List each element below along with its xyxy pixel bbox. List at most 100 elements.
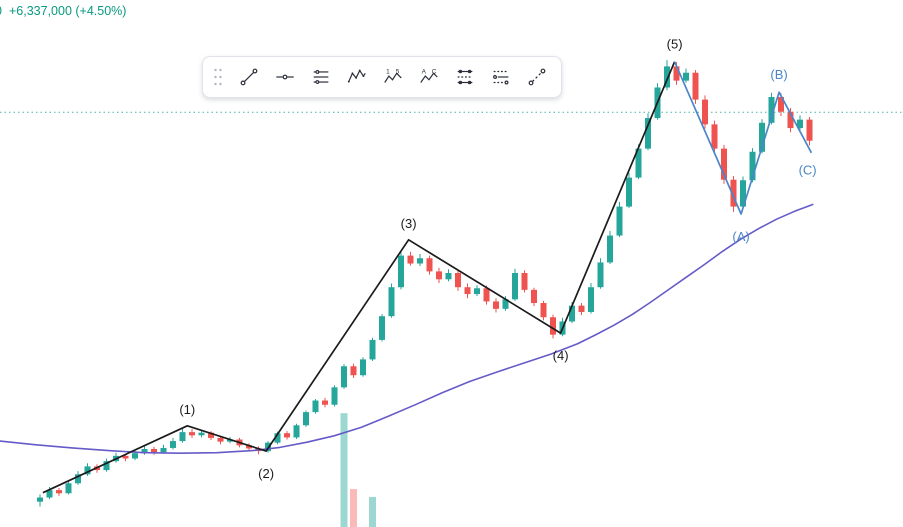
candle-body bbox=[331, 387, 338, 405]
candle-body bbox=[122, 455, 129, 459]
candle-body bbox=[398, 255, 404, 288]
candle-body bbox=[293, 425, 300, 438]
elliott-correction-label[interactable]: (C) bbox=[799, 163, 817, 178]
candle-body bbox=[407, 255, 414, 264]
dashed-trend-line-button[interactable] bbox=[519, 61, 555, 93]
horizontal-line-button[interactable] bbox=[267, 61, 303, 93]
svg-text:C: C bbox=[432, 68, 437, 75]
candle-body bbox=[635, 148, 642, 178]
candle-body bbox=[322, 400, 328, 405]
candle-body bbox=[721, 148, 727, 180]
candle-body bbox=[692, 72, 699, 100]
candle-body bbox=[170, 441, 176, 448]
candle-body bbox=[141, 449, 148, 454]
elliott-impulse-label[interactable]: (4) bbox=[553, 348, 569, 363]
candle-body bbox=[740, 180, 746, 207]
candle-body bbox=[208, 432, 214, 438]
price-change-text: +6,337,000 (+4.50%) bbox=[9, 4, 127, 18]
volume-bar bbox=[340, 413, 348, 527]
candle-body bbox=[493, 301, 499, 309]
candle-body bbox=[379, 316, 385, 340]
candle-body bbox=[531, 289, 537, 304]
candle-body bbox=[502, 299, 509, 309]
candle-body bbox=[464, 287, 471, 295]
candle-body bbox=[151, 449, 157, 453]
candle-body bbox=[426, 258, 433, 272]
candle-body bbox=[455, 272, 461, 288]
candle-body bbox=[730, 179, 737, 207]
candle-body bbox=[588, 287, 594, 312]
candle-body bbox=[673, 66, 680, 81]
trend-line-icon bbox=[240, 68, 258, 86]
candle-body bbox=[360, 359, 366, 376]
elliott-impulse-label[interactable]: (1) bbox=[179, 402, 195, 417]
elliott-correction-label[interactable]: (B) bbox=[770, 67, 787, 82]
candle-body bbox=[749, 151, 756, 181]
candle-body bbox=[369, 339, 376, 360]
candle-body bbox=[341, 366, 347, 388]
candle-body bbox=[797, 119, 803, 129]
elliott-impulse-label[interactable]: (3) bbox=[401, 216, 417, 231]
candle-body bbox=[132, 453, 138, 459]
candle-body bbox=[521, 272, 528, 290]
candle-body bbox=[75, 474, 81, 484]
candle-body bbox=[189, 432, 195, 436]
candle-body bbox=[46, 490, 53, 498]
candle-body bbox=[759, 122, 765, 152]
elliott-wave-button[interactable] bbox=[339, 61, 375, 93]
elliott-impulse-label[interactable]: (2) bbox=[258, 466, 274, 481]
candle-body bbox=[616, 206, 623, 236]
candle-body bbox=[597, 262, 604, 288]
price-change-readout: +6,337,000 (+4.50%) bbox=[9, 3, 126, 19]
candle-body bbox=[303, 412, 309, 426]
candle-body bbox=[350, 366, 357, 376]
candle-body bbox=[103, 461, 110, 471]
candle-body bbox=[474, 288, 480, 295]
svg-text:1: 1 bbox=[386, 68, 390, 75]
candle-body bbox=[569, 305, 575, 322]
elliott-correction-line[interactable] bbox=[673, 61, 813, 215]
candle-body bbox=[806, 119, 813, 141]
elliott-impulse-line[interactable] bbox=[42, 61, 676, 494]
trend-line-button[interactable] bbox=[231, 61, 267, 93]
candle-body bbox=[274, 433, 281, 443]
svg-text:A: A bbox=[422, 68, 427, 75]
volume-bar bbox=[369, 496, 376, 527]
candle-body bbox=[388, 287, 395, 317]
candle-body bbox=[217, 437, 224, 442]
candle-body bbox=[198, 432, 205, 436]
speed-resistance-lines-icon bbox=[457, 69, 473, 85]
candle-body bbox=[312, 400, 319, 413]
candle-body bbox=[246, 445, 252, 449]
candle-body bbox=[37, 497, 43, 502]
moving-average-line bbox=[0, 203, 814, 455]
candle-body bbox=[160, 447, 167, 453]
speed-resistance-lines-button[interactable] bbox=[447, 61, 483, 93]
gann-lines-button[interactable] bbox=[483, 61, 519, 93]
parallel-lines-button[interactable] bbox=[303, 61, 339, 93]
candle-body bbox=[578, 305, 585, 312]
candle-body bbox=[778, 96, 784, 112]
candle-body bbox=[417, 258, 423, 264]
candle-body bbox=[702, 99, 708, 125]
toolbar-drag-handle[interactable] bbox=[209, 61, 227, 93]
candle-body bbox=[445, 272, 452, 280]
candle-body bbox=[626, 177, 632, 207]
dashed-trend-line-icon bbox=[528, 68, 546, 86]
candle-body bbox=[84, 466, 91, 475]
elliott-correction-label[interactable]: (A) bbox=[732, 229, 749, 244]
elliott-impulse-label[interactable]: (5) bbox=[667, 37, 683, 52]
svg-text:5: 5 bbox=[396, 68, 400, 75]
candle-body bbox=[645, 118, 651, 149]
candle-body bbox=[711, 124, 718, 149]
candle-body bbox=[227, 439, 233, 442]
candle-body bbox=[56, 490, 62, 494]
candle-body bbox=[787, 111, 794, 129]
candle-body bbox=[483, 288, 490, 302]
